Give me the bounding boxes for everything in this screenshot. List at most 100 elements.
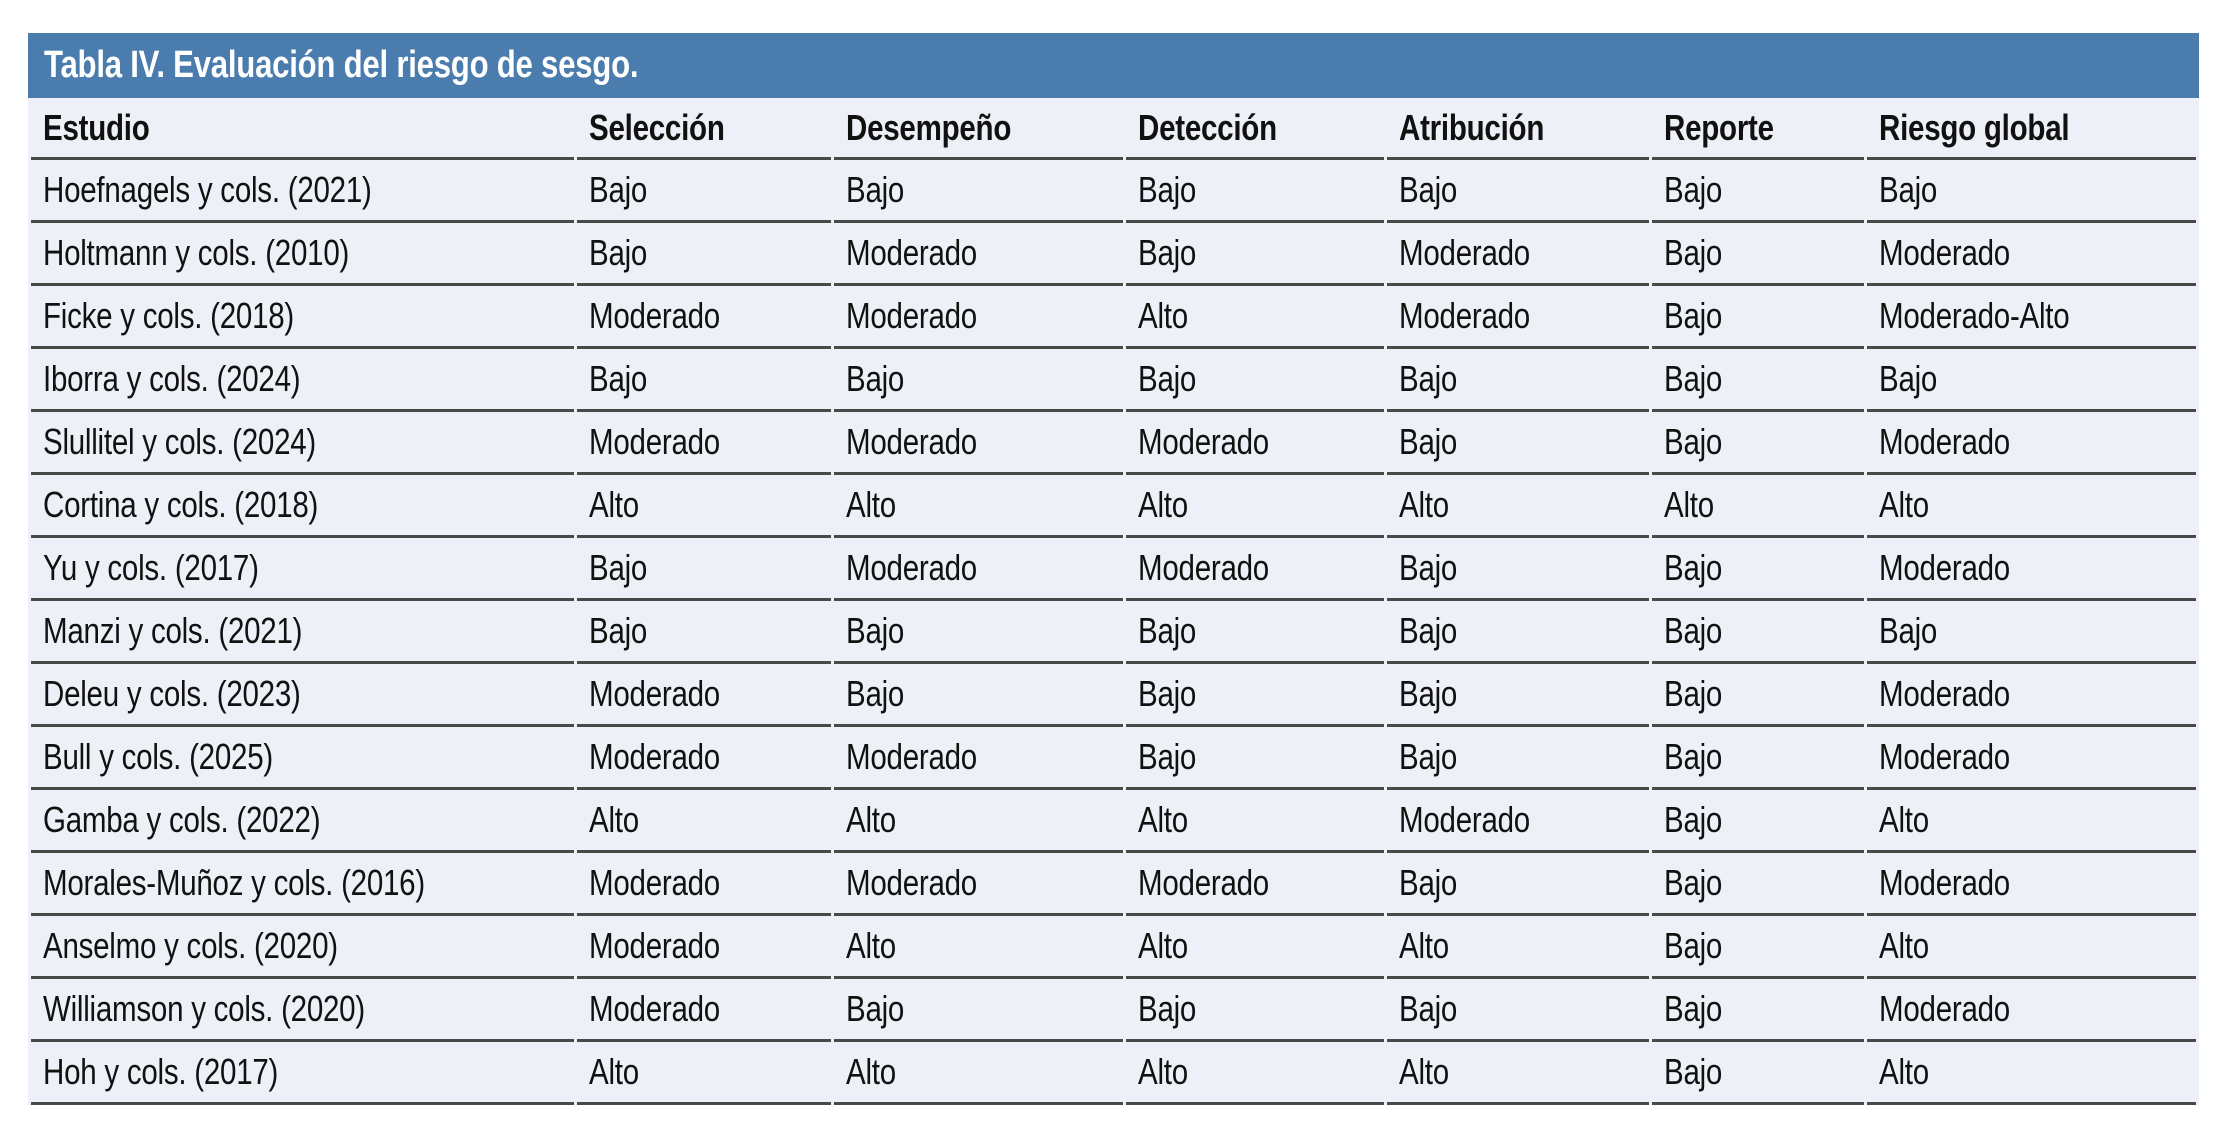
cell-text: Bajo [1399,673,1458,714]
table-title-bar: Tabla IV. Evaluación del riesgo de sesgo… [28,33,2199,98]
cell-text: Moderado [589,925,721,966]
cell-text: Bajo [1663,421,1723,462]
cell-riesgo-global: Moderado [1867,979,2196,1042]
column-header-seleccion: Selección [577,98,831,160]
cell-riesgo-global: Bajo [1867,160,2196,223]
cell-text: Bajo [845,988,904,1029]
cell-reporte: Bajo [1651,727,1865,790]
cell-text: Bajo [1879,610,1938,651]
cell-desempeno: Alto [833,790,1124,853]
cell-text: Anselmo y cols. (2020) [43,925,338,966]
cell-atribucion: Bajo [1387,412,1649,475]
cell-text: Moderado [589,421,721,462]
cell-text: Moderado [845,421,977,462]
cell-deteccion: Bajo [1126,601,1384,664]
table-row: Ficke y cols. (2018) Moderado Moderado A… [31,286,2196,349]
cell-text: Alto [1138,799,1189,840]
cell-desempeno: Moderado [833,412,1124,475]
cell-riesgo-global: Moderado [1867,412,2196,475]
column-header-reporte: Reporte [1651,98,1865,160]
cell-estudio: Slullitel y cols. (2024) [31,412,575,475]
cell-text: Bajo [1138,358,1197,399]
cell-atribucion: Moderado [1387,286,1649,349]
cell-text: Moderado [845,862,977,903]
cell-text: Moderado [1879,673,2011,714]
cell-deteccion: Moderado [1126,538,1384,601]
cell-text: Alto [1399,925,1449,966]
cell-text: Alto [845,1051,896,1092]
cell-seleccion: Bajo [577,601,831,664]
cell-estudio: Ficke y cols. (2018) [31,286,575,349]
cell-text: Bajo [1663,169,1723,210]
cell-desempeno: Moderado [833,538,1124,601]
cell-riesgo-global: Moderado [1867,223,2196,286]
cell-deteccion: Bajo [1126,349,1384,412]
cell-riesgo-global: Alto [1867,916,2196,979]
cell-seleccion: Bajo [577,538,831,601]
cell-estudio: Deleu y cols. (2023) [31,664,575,727]
cell-text: Moderado [589,736,721,777]
cell-text: Bull y cols. (2025) [43,736,273,777]
cell-estudio: Manzi y cols. (2021) [31,601,575,664]
cell-text: Williamson y cols. (2020) [43,988,365,1029]
table-row: Hoh y cols. (2017) Alto Alto Alto Alto B… [31,1042,2196,1105]
cell-estudio: Williamson y cols. (2020) [31,979,575,1042]
cell-estudio: Hoh y cols. (2017) [31,1042,575,1105]
cell-reporte: Bajo [1651,160,1865,223]
cell-estudio: Hoefnagels y cols. (2021) [31,160,575,223]
column-header-deteccion: Detección [1126,98,1384,160]
cell-text: Moderado [1138,421,1270,462]
cell-text: Moderado [1879,736,2011,777]
cell-text: Alto [845,484,896,525]
cell-estudio: Morales-Muñoz y cols. (2016) [31,853,575,916]
cell-text: Bajo [1663,232,1723,273]
cell-text: Bajo [1138,736,1197,777]
cell-desempeno: Alto [833,916,1124,979]
cell-text: Moderado [589,295,721,336]
cell-atribucion: Alto [1387,475,1649,538]
cell-atribucion: Alto [1387,916,1649,979]
table-row: Anselmo y cols. (2020) Moderado Alto Alt… [31,916,2196,979]
cell-seleccion: Alto [577,475,831,538]
cell-estudio: Cortina y cols. (2018) [31,475,575,538]
cell-deteccion: Alto [1126,790,1384,853]
cell-desempeno: Moderado [833,727,1124,790]
cell-text: Bajo [1138,673,1197,714]
cell-text: Bajo [1879,169,1938,210]
table-row: Slullitel y cols. (2024) Moderado Modera… [31,412,2196,475]
cell-riesgo-global: Moderado [1867,727,2196,790]
cell-seleccion: Moderado [577,979,831,1042]
cell-seleccion: Moderado [577,727,831,790]
cell-atribucion: Bajo [1387,664,1649,727]
cell-deteccion: Moderado [1126,853,1384,916]
cell-deteccion: Alto [1126,475,1384,538]
cell-seleccion: Moderado [577,853,831,916]
cell-reporte: Bajo [1651,349,1865,412]
cell-text: Bajo [1138,232,1197,273]
bias-risk-table-figure: Tabla IV. Evaluación del riesgo de sesgo… [28,33,2199,1105]
cell-text: Moderado [1399,232,1530,273]
cell-text: Moderado [1879,862,2011,903]
cell-text: Moderado [1399,799,1530,840]
table-row: Deleu y cols. (2023) Moderado Bajo Bajo … [31,664,2196,727]
cell-reporte: Bajo [1651,286,1865,349]
cell-text: Alto [845,799,896,840]
cell-text: Alto [589,1051,640,1092]
cell-reporte: Bajo [1651,853,1865,916]
cell-text: Bajo [1138,169,1197,210]
cell-text: Bajo [845,610,904,651]
cell-atribucion: Moderado [1387,790,1649,853]
cell-atribucion: Bajo [1387,601,1649,664]
column-header-text: Reporte [1663,106,1774,148]
cell-atribucion: Moderado [1387,223,1649,286]
cell-text: Bajo [1663,295,1723,336]
cell-text: Gamba y cols. (2022) [43,799,321,840]
cell-text: Alto [1879,799,1930,840]
cell-text: Alto [1879,1051,1930,1092]
cell-riesgo-global: Bajo [1867,349,2196,412]
column-header-estudio: Estudio [31,98,575,160]
cell-riesgo-global: Alto [1867,1042,2196,1105]
cell-deteccion: Bajo [1126,160,1384,223]
column-header-atribucion: Atribución [1387,98,1649,160]
cell-text: Bajo [845,169,904,210]
